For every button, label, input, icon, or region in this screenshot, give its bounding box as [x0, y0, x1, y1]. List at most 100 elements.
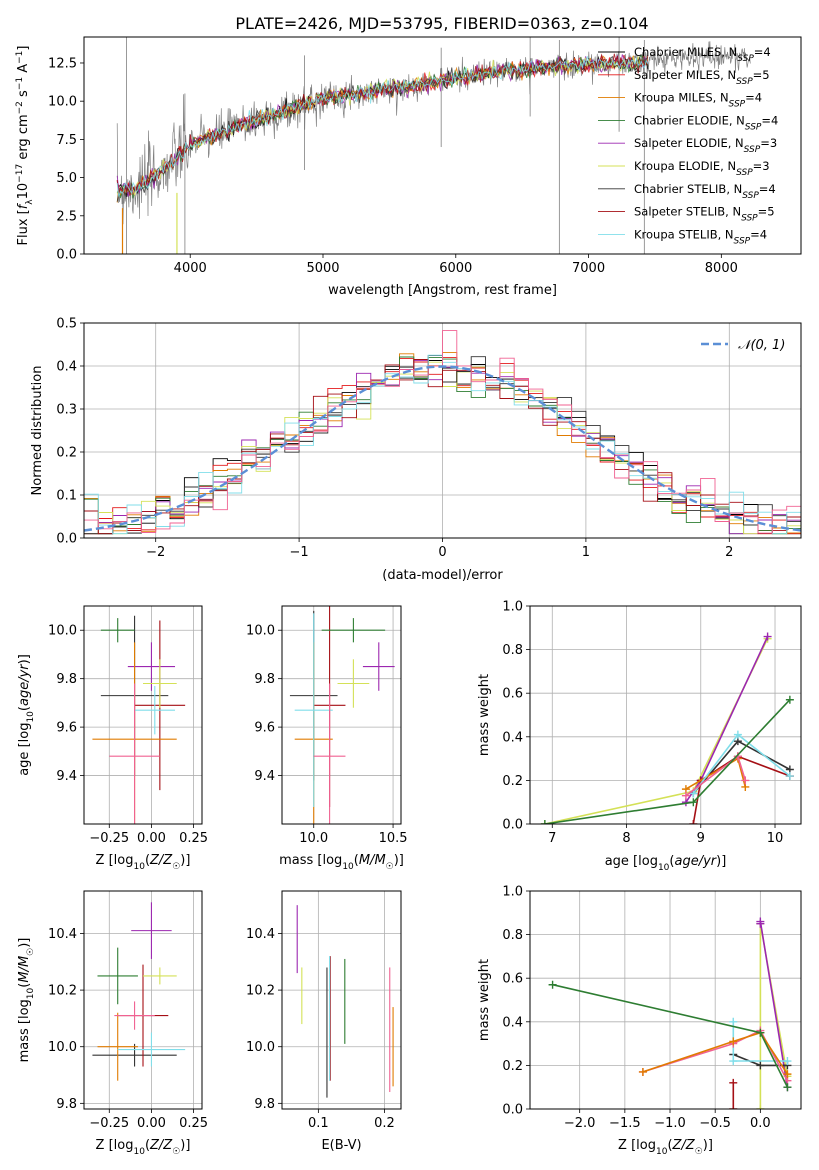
y-tick-label: 9.4: [56, 769, 77, 784]
legend-label: Chabrier ELODIE, NSSP=4: [634, 113, 778, 132]
y-tick-label: 9.6: [56, 721, 77, 736]
y-tick-label: 0.4: [56, 360, 77, 375]
normal-curve: [84, 365, 801, 532]
x-tick-label: 10.5: [379, 831, 408, 846]
x-axis-label: Z [log10(Z/Z☉)]: [96, 853, 191, 872]
legend-label: Chabrier STELIB, NSSP=4: [634, 182, 776, 201]
x-tick-label: −2: [146, 545, 165, 560]
weight-marker: [729, 1105, 738, 1109]
plot-area-massweight-vs-Z: [548, 917, 792, 1109]
weight-marker: [733, 730, 742, 739]
plot-area-mass-vs-ebv: [296, 905, 394, 1098]
weight-marker: [783, 1070, 792, 1079]
y-tick-label: 10.0: [48, 95, 77, 110]
legend-label: Chabrier MILES, NSSP=4: [634, 45, 771, 64]
legend-label: Kroupa ELODIE, NSSP=3: [634, 159, 770, 178]
model-fit-8: [116, 56, 649, 197]
y-tick-label: 2.5: [56, 209, 77, 224]
axes-frame: [83, 605, 203, 825]
y-tick-label: 10.0: [246, 624, 275, 639]
axes-frame: [83, 890, 203, 1110]
y-tick-label: 10.2: [246, 984, 275, 999]
legend-label: Salpeter STELIB, NSSP=5: [634, 205, 775, 224]
y-tick-label: 0.8: [502, 928, 523, 943]
plot-area-massweight-vs-age: [540, 632, 794, 824]
x-tick-label: 0.2: [374, 1116, 395, 1131]
weight-marker: [763, 632, 772, 641]
weight-marker: [729, 1078, 738, 1087]
weight-marker: [756, 1028, 765, 1037]
panel-mass-vs-Z: −0.25 0.00 0.25 9.8 10.0 10.2 10.4 Z [log10(Z/Z…: [17, 890, 208, 1157]
panel-spectrum: 4000 5000 6000 7000 8000 0.0 2.5 5.0 7.5 10.0 12.5…: [15, 36, 802, 298]
x-tick-label: 0.00: [137, 831, 166, 846]
weight-marker: [548, 980, 557, 989]
plot-area-mass-vs-Z: [92, 902, 186, 1081]
x-tick-label: 8: [622, 831, 630, 846]
x-tick-label: 4000: [174, 261, 207, 276]
y-tick-label: 0.8: [502, 643, 523, 658]
weight-marker: [783, 1057, 792, 1066]
axes-frame: [281, 890, 402, 1110]
x-tick-label: −1: [290, 545, 309, 560]
y-tick-label: 10.0: [48, 624, 77, 639]
x-tick-label: 0.1: [308, 1116, 329, 1131]
plot-area-residuals: [84, 330, 801, 535]
weight-marker: [783, 1083, 792, 1092]
x-tick-label: 2: [725, 545, 733, 560]
weight-marker: [729, 1037, 738, 1046]
x-tick-label: 0: [438, 545, 446, 560]
weight-marker: [756, 1061, 765, 1070]
y-axis-label: Normed distribution: [30, 366, 45, 496]
x-tick-label: 5000: [306, 261, 339, 276]
x-tick-label: 10.0: [299, 831, 328, 846]
x-tick-label: −0.25: [89, 831, 129, 846]
x-tick-label: −2.0: [564, 1116, 596, 1131]
x-axis-label: mass [log10(M/M☉)]: [279, 853, 404, 872]
y-tick-label: 0.0: [502, 1103, 523, 1118]
weight-marker: [540, 820, 549, 824]
y-tick-label: 0.6: [502, 972, 523, 987]
axes-frame: [529, 605, 802, 825]
weight-marker: [638, 1067, 647, 1076]
plot-area-age-vs-mass: [289, 606, 395, 824]
x-tick-label: 0.0: [750, 1116, 771, 1131]
y-tick-label: 10.4: [246, 927, 275, 942]
y-tick-label: 0.2: [502, 1059, 523, 1074]
x-tick-label: 0.25: [179, 1116, 208, 1131]
panel-massweight-vs-Z: −2.0 −1.5 −1.0 −0.5 0.0 0.0 0.2 0.4 0.6 0.8 1.0 Z […: [477, 885, 802, 1157]
y-tick-label: 9.8: [56, 1097, 77, 1112]
y-tick-label: 0.0: [56, 532, 77, 547]
weight-marker: [689, 820, 698, 824]
plot-area-spectrum: [116, 37, 751, 254]
x-tick-label: 0.25: [179, 831, 208, 846]
plot-layer: 4000 5000 6000 7000 80000.02.55.07.510.012.5…: [15, 36, 802, 1157]
panel-massweight-vs-age: 7 8 9 10 0.0 0.2 0.4 0.6 0.8 1.0 age [log10(age/yr…: [477, 600, 802, 873]
weight-marker: [689, 798, 698, 807]
x-tick-label: −0.25: [89, 1116, 129, 1131]
weight-marker: [729, 1017, 738, 1026]
y-tick-label: 1.0: [502, 600, 523, 615]
legend-label: 𝒩(0, 1): [738, 338, 785, 353]
legend-label: Kroupa MILES, NSSP=4: [634, 91, 762, 110]
y-axis-label: mass weight: [477, 674, 492, 756]
legend-label: Salpeter ELODIE, NSSP=3: [634, 136, 777, 155]
y-tick-label: 7.5: [56, 133, 77, 148]
y-tick-label: 10.2: [48, 984, 77, 999]
axes-frame: [83, 36, 802, 255]
x-axis-label: wavelength [Angstrom, rest frame]: [328, 283, 557, 298]
plot-area-age-vs-Z: [92, 615, 186, 824]
x-tick-label: 9: [697, 831, 705, 846]
y-tick-label: 10.0: [246, 1040, 275, 1055]
y-axis-label: age [log10(age/yr)]: [17, 654, 36, 776]
panel-age-vs-mass: 10.0 10.5 9.4 9.6 9.8 10.0 mass [log10(M/M☉)]: [246, 605, 408, 872]
panel-age-vs-Z: −0.25 0.00 0.25 9.4 9.6 9.8 10.0 Z [log10(Z/Z☉)…: [17, 605, 208, 872]
y-tick-label: 9.6: [254, 721, 275, 736]
y-tick-label: 0.2: [56, 446, 77, 461]
y-tick-label: 0.5: [56, 317, 77, 332]
y-tick-label: 10.0: [48, 1040, 77, 1055]
y-tick-label: 9.8: [56, 672, 77, 687]
y-tick-label: 0.2: [502, 774, 523, 789]
x-tick-label: 0.00: [137, 1116, 166, 1131]
residual-histogram-9: [84, 330, 801, 534]
weight-marker: [785, 695, 794, 704]
